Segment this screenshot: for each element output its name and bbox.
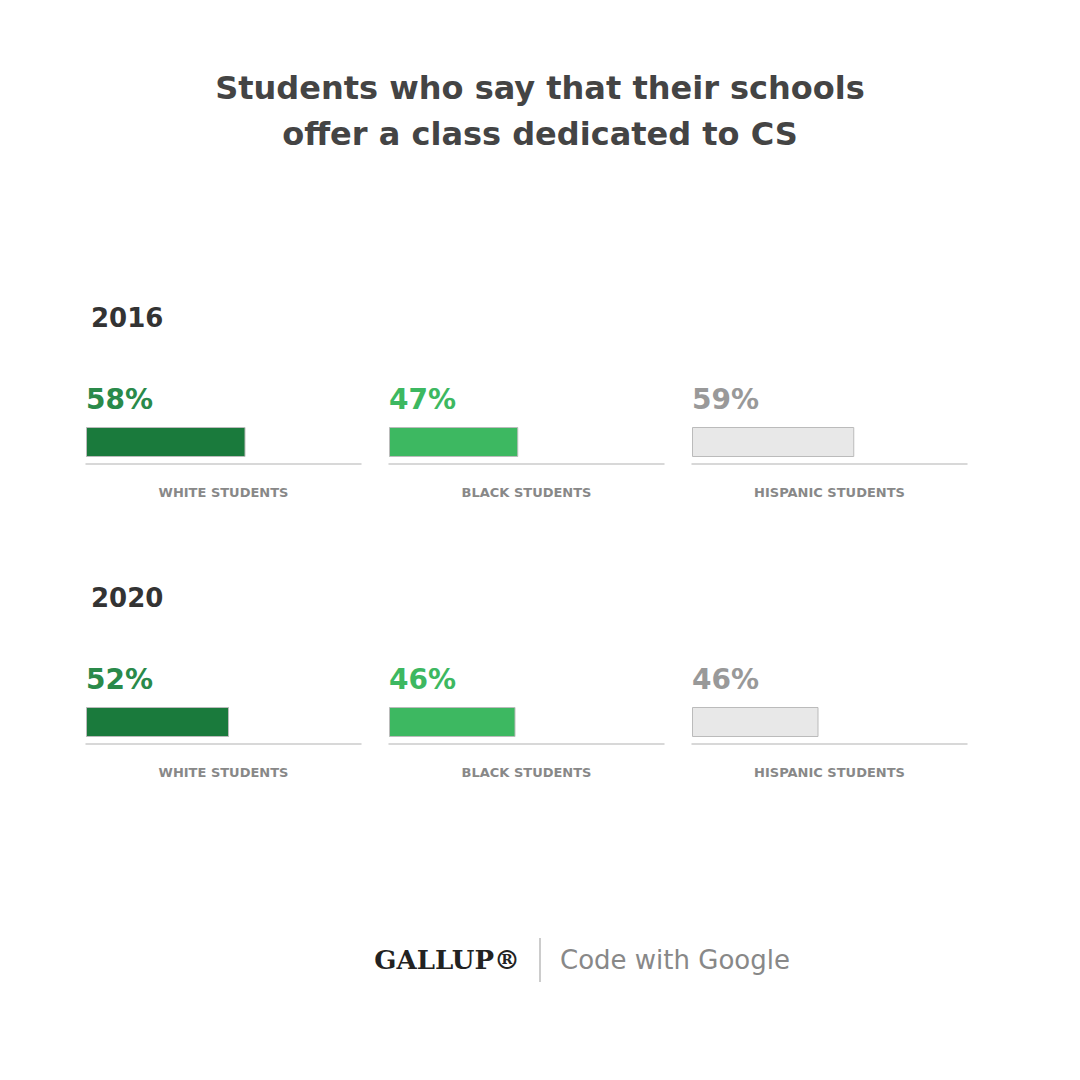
svg-text:HISPANIC STUDENTS: HISPANIC STUDENTS [754, 765, 905, 780]
svg-text:Students who say that their sc: Students who say that their schools [215, 69, 865, 107]
svg-text:59%: 59% [692, 383, 759, 416]
svg-text:WHITE STUDENTS: WHITE STUDENTS [159, 485, 289, 500]
svg-text:offer a class dedicated to CS: offer a class dedicated to CS [282, 115, 798, 153]
svg-text:46%: 46% [389, 663, 456, 696]
svg-text:Code with Google: Code with Google [560, 945, 790, 975]
svg-text:GALLUP®: GALLUP® [374, 945, 520, 975]
svg-text:52%: 52% [86, 663, 153, 696]
svg-text:47%: 47% [389, 383, 456, 416]
svg-text:WHITE STUDENTS: WHITE STUDENTS [159, 765, 289, 780]
svg-text:46%: 46% [692, 663, 759, 696]
svg-text:BLACK STUDENTS: BLACK STUDENTS [462, 765, 592, 780]
svg-text:58%: 58% [86, 383, 153, 416]
svg-text:2016: 2016 [91, 303, 163, 333]
svg-text:2020: 2020 [91, 583, 163, 613]
svg-text:BLACK STUDENTS: BLACK STUDENTS [462, 485, 592, 500]
svg-text:HISPANIC STUDENTS: HISPANIC STUDENTS [754, 485, 905, 500]
